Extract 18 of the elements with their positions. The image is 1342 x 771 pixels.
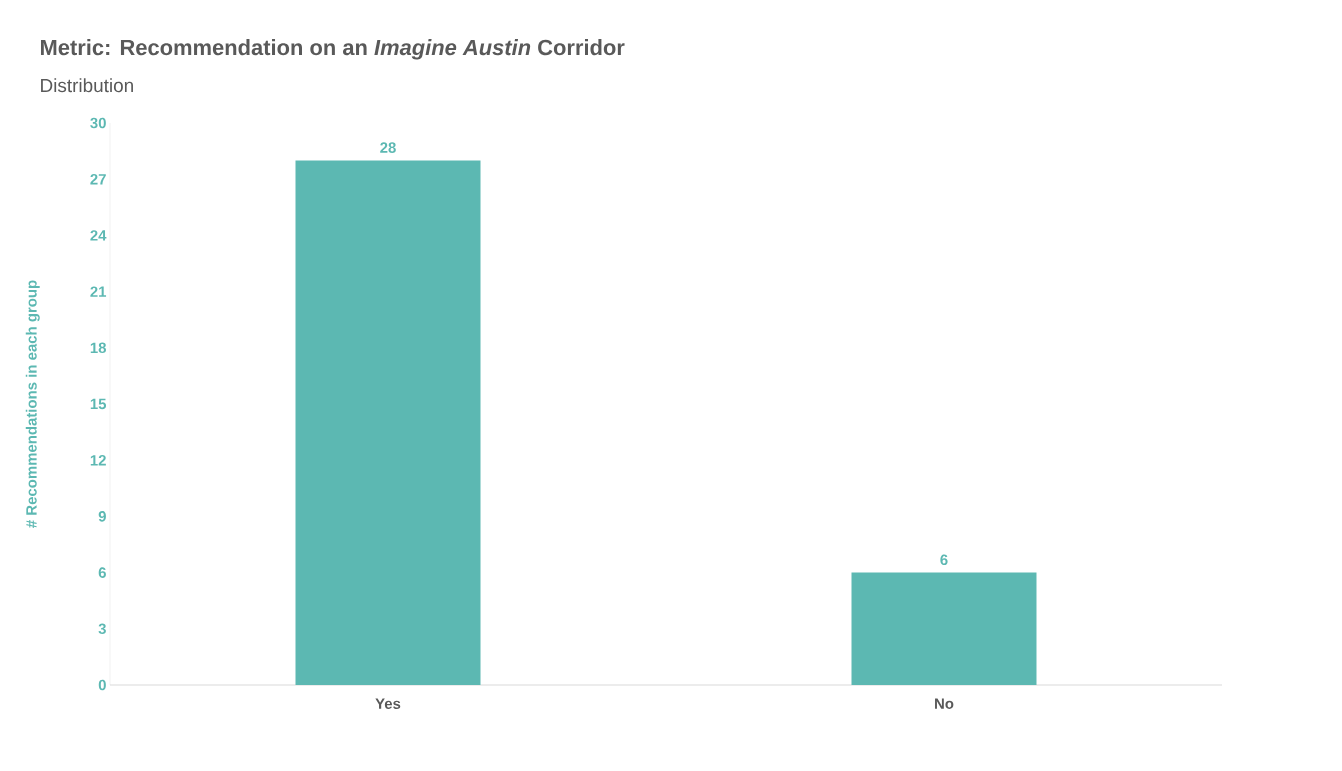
y-tick-label: 27 [90,173,106,185]
chart-title: Metric: Recommendation on an Imagine Austin Corridor [40,39,625,60]
data-label: 28 [380,142,396,153]
y-tick-label: 15 [90,398,107,410]
y-tick-label: 30 [90,117,106,129]
data-label: 6 [940,554,948,566]
y-tick-label: 12 [90,454,106,466]
y-tick-label: 24 [90,230,107,241]
y-tick-label: 3 [98,623,106,635]
x-tick-label: No [935,698,954,709]
y-tick-label: 9 [98,511,106,522]
y-tick-label: 6 [98,567,106,578]
x-tick-label: Yes [375,698,401,709]
y-tick-label: 18 [90,342,107,354]
y-axis-title: # Recommendations in each group [25,280,40,528]
y-tick-label: 21 [90,286,107,297]
chart-subtitle: Distribution [41,78,133,93]
y-tick-label: 0 [98,679,106,691]
